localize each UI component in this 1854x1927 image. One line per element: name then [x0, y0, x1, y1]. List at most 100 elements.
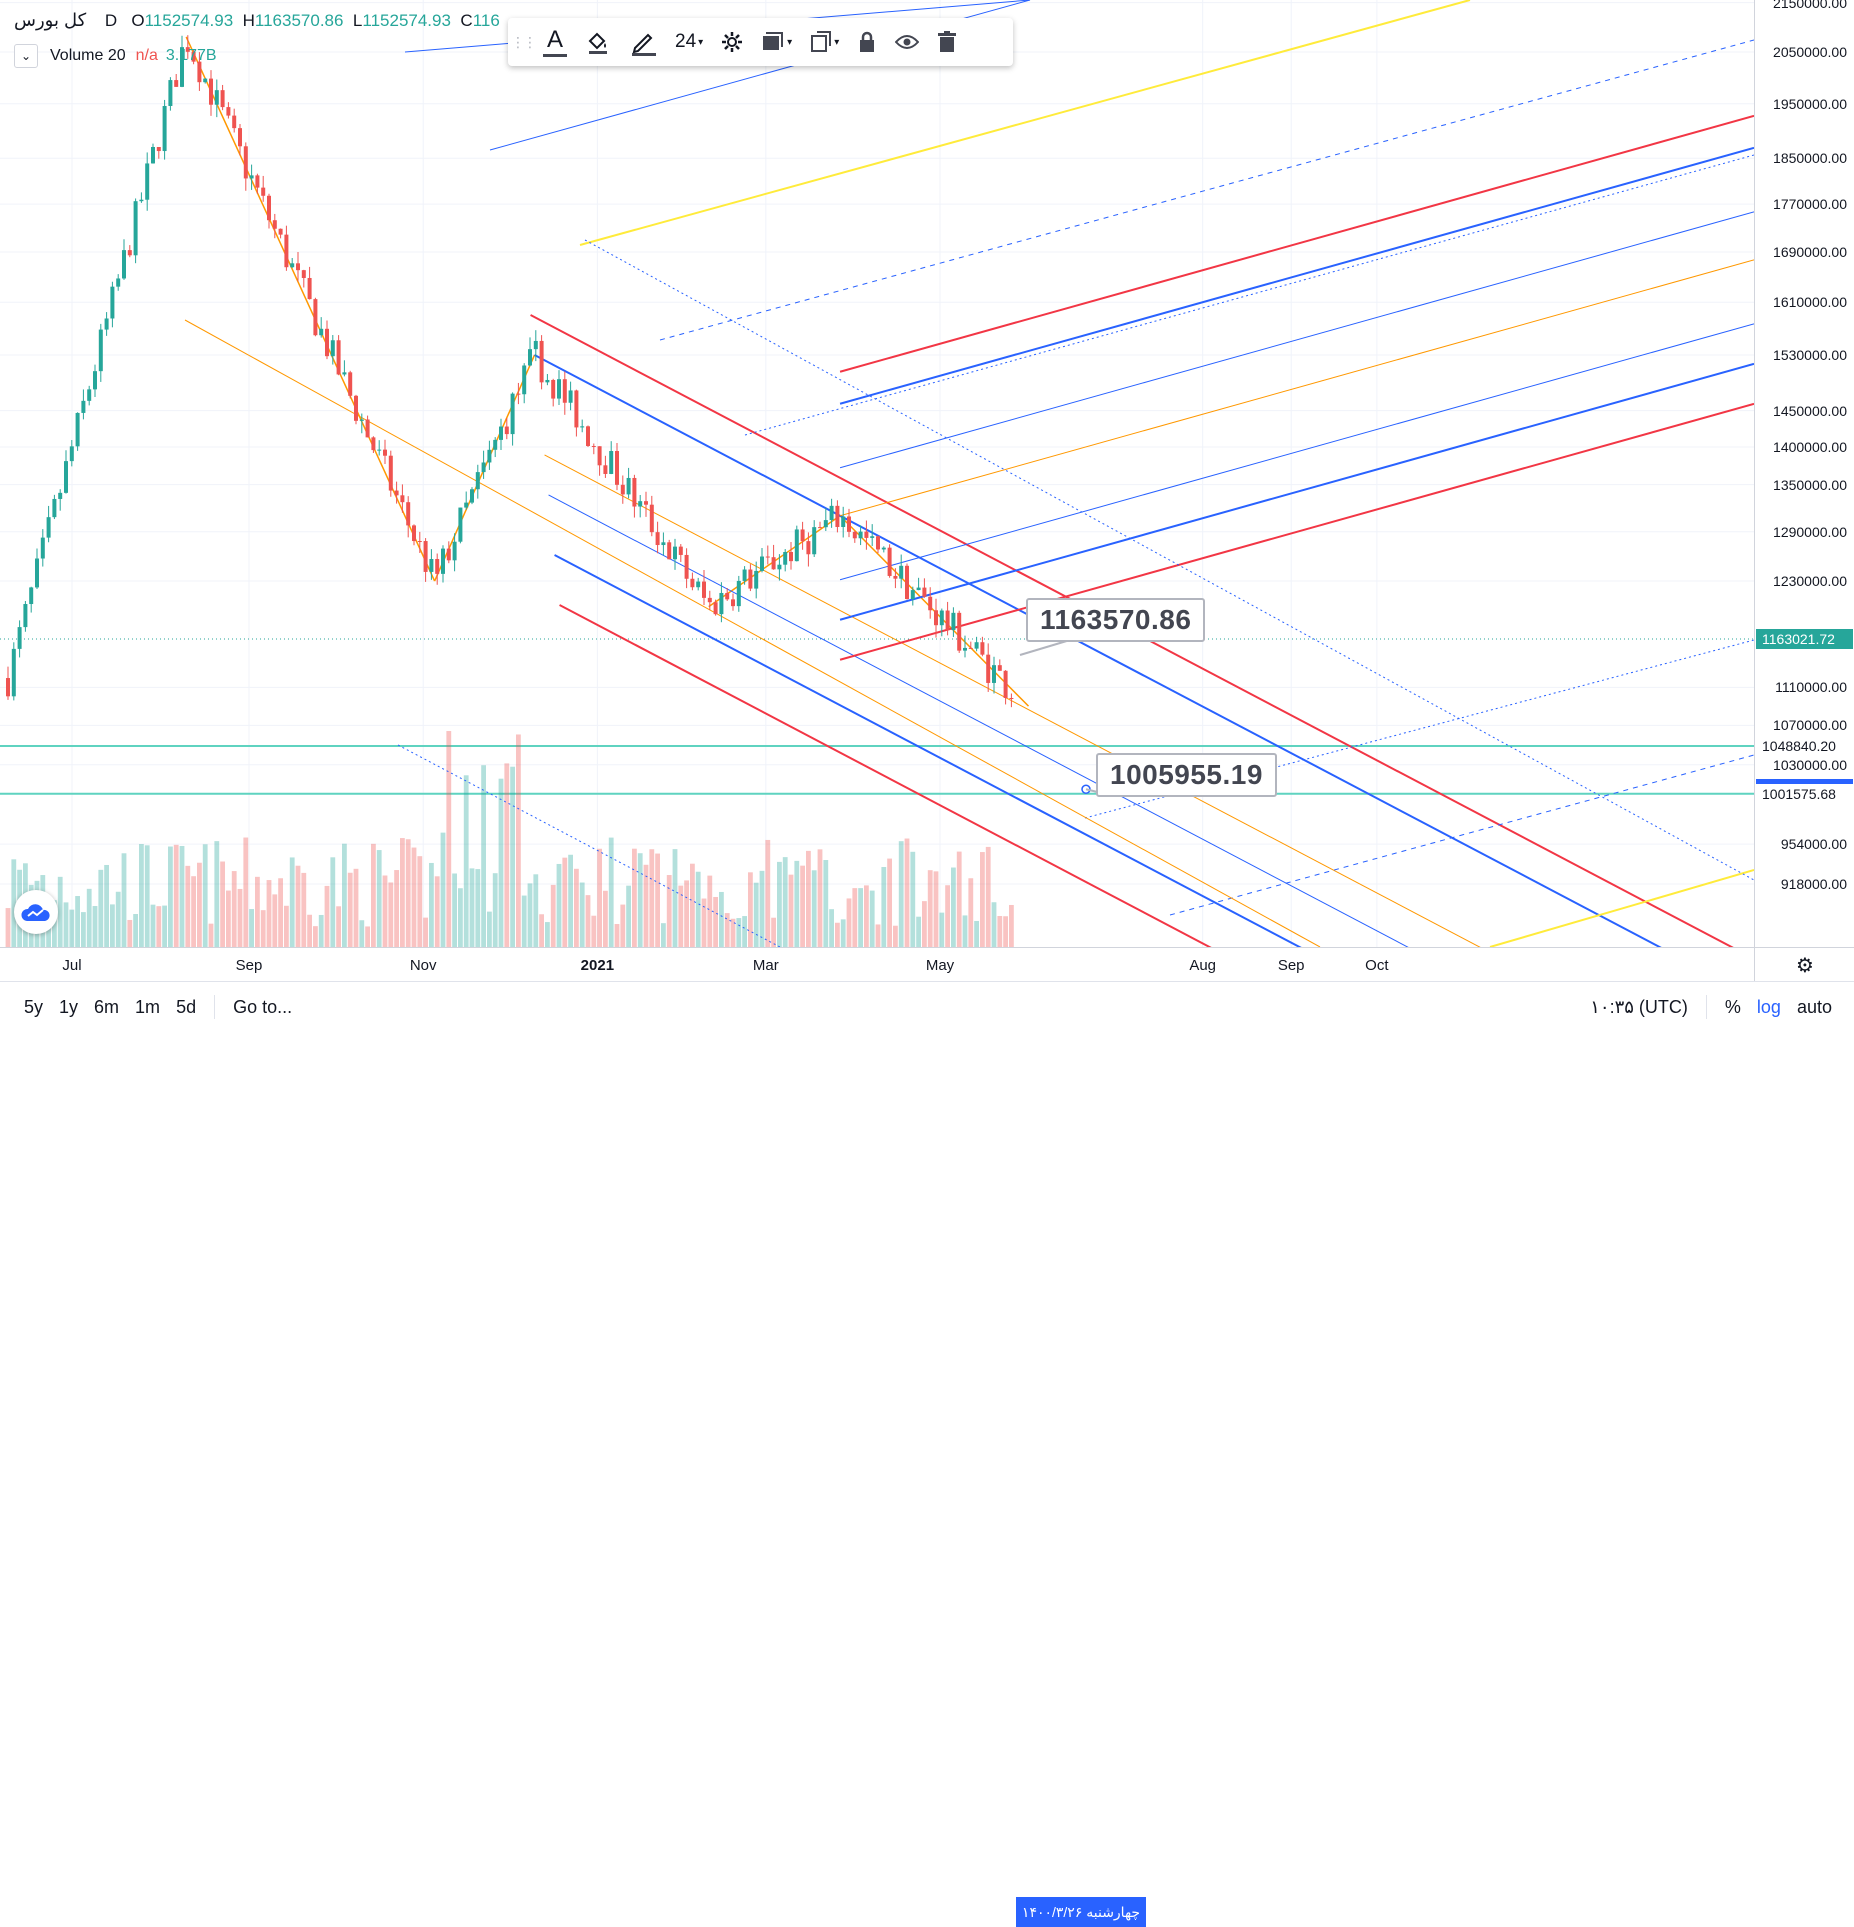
chart-canvas[interactable] [0, 0, 1754, 947]
log-toggle[interactable]: log [1756, 996, 1781, 1017]
candle-body [197, 61, 202, 83]
price-scale[interactable]: 2150000.00 2050000.00 1950000.00 1850000.00… [1754, 0, 1854, 947]
volume-bar [956, 851, 962, 947]
volume-bar [927, 870, 933, 947]
candle-body [296, 263, 300, 271]
collapse-legend-button[interactable]: ⌄ [14, 44, 38, 68]
volume-bar [301, 872, 307, 947]
volume-bar [597, 848, 602, 947]
volume-bar [777, 861, 782, 947]
text-color-button[interactable]: A [534, 18, 576, 66]
grid [0, 0, 1754, 947]
candle-body [110, 286, 115, 319]
volume-bar [318, 914, 324, 947]
candle-body [394, 490, 399, 496]
clone-icon [811, 31, 832, 52]
candle-body [58, 492, 63, 499]
zigzag-segment [185, 36, 436, 582]
volume-bar [800, 865, 805, 947]
symbol-name[interactable]: کل بورس [14, 10, 87, 30]
candle-body [122, 250, 126, 279]
chart-settings-button[interactable]: ⚙ [1754, 947, 1854, 982]
price-badge: 1163021.72 [1756, 628, 1853, 649]
high-price-callout[interactable]: 1163570.86 [1026, 598, 1206, 642]
trend-line [579, 0, 1471, 246]
candle-body [945, 610, 950, 631]
candle-body [963, 647, 967, 651]
lock-button[interactable] [848, 18, 886, 66]
candle-body [661, 542, 666, 546]
volume-bar [475, 869, 481, 947]
volume-bar [951, 867, 956, 947]
trend-line [584, 239, 1754, 881]
pitchfork-line [548, 494, 1409, 947]
pitchfork-line [534, 354, 1662, 947]
range-button-6m[interactable]: 6m [94, 996, 120, 1017]
drag-handle-icon[interactable]: ⋮⋮ [511, 33, 537, 50]
volume-bar [846, 898, 852, 947]
target-price-callout[interactable]: 1005955.19 [1096, 753, 1277, 797]
chart-area[interactable]: کل بورس D O1152574.93 H1163570.86 L11525… [0, 0, 1754, 947]
tradingview-logo-button[interactable] [14, 890, 58, 934]
percent-toggle[interactable]: % [1724, 996, 1741, 1017]
candle-body [75, 412, 80, 447]
volume-bar [539, 914, 544, 947]
goto-button[interactable]: Go to... [233, 996, 293, 1017]
volume-bar [997, 916, 1003, 947]
candle-body [226, 107, 231, 116]
range-button-1y[interactable]: 1y [59, 996, 79, 1017]
volume-bar [643, 864, 649, 947]
line-width-dropdown[interactable]: 24 ▾ [666, 18, 712, 66]
layers-button[interactable]: ▾ [752, 18, 801, 66]
open-value: 1152574.93 [144, 11, 234, 30]
candle-body [504, 426, 509, 435]
volume-bar [220, 861, 225, 947]
candle-body [23, 604, 28, 628]
drawings[interactable] [184, 0, 1754, 947]
candle-body [435, 559, 440, 574]
volume-na: n/a [135, 47, 158, 64]
clone-button[interactable]: ▾ [801, 18, 848, 66]
clock-label[interactable]: ۱۰:۳۵ (UTC) [1590, 996, 1688, 1017]
candle-body [678, 546, 683, 555]
range-button-5d[interactable]: 5d [176, 996, 197, 1017]
candle-body [719, 592, 724, 615]
fill-color-button[interactable] [576, 18, 620, 66]
delete-button[interactable] [928, 18, 966, 66]
volume-bar [637, 853, 643, 947]
candle-body [336, 340, 341, 375]
range-button-1m[interactable]: 1m [135, 996, 161, 1017]
volume-bar [1003, 916, 1008, 947]
candle-body [667, 542, 672, 560]
auto-toggle[interactable]: auto [1796, 996, 1832, 1017]
range-button-5y[interactable]: 5y [24, 996, 44, 1017]
caret-down-icon: ▾ [834, 36, 840, 48]
candle-body [986, 654, 991, 683]
interval-label[interactable]: D [104, 11, 118, 30]
time-scale[interactable]: Oct Sep Aug May Mar 2021 Nov Sep Jul چهارشنبه ۱۴… [0, 947, 1754, 1927]
volume-label[interactable]: Volume 20 [50, 47, 126, 64]
volume-bar [371, 843, 376, 947]
volume-bar [782, 857, 788, 947]
volume-bar [150, 904, 156, 947]
settings-button[interactable] [712, 18, 752, 66]
volume-bar [359, 920, 365, 947]
time-tick-label: Sep [235, 957, 263, 974]
volume-bar [307, 914, 312, 947]
candle-body [330, 340, 335, 357]
line-color-button[interactable] [620, 18, 666, 66]
volume-bar [614, 924, 620, 947]
candle-body [371, 437, 376, 451]
visibility-button[interactable] [886, 18, 928, 66]
volume-bar [376, 850, 382, 947]
volume-bar [313, 926, 318, 947]
candle-body [46, 517, 51, 538]
candle-body [510, 393, 515, 435]
volume-bar [719, 891, 724, 947]
volume-bar [794, 860, 800, 947]
volume-bar [98, 869, 104, 947]
volume-bar [1009, 904, 1014, 947]
volume-bar [179, 845, 185, 947]
candle-body [992, 665, 996, 683]
price-tick-label: 1290000.00 [1773, 523, 1847, 540]
